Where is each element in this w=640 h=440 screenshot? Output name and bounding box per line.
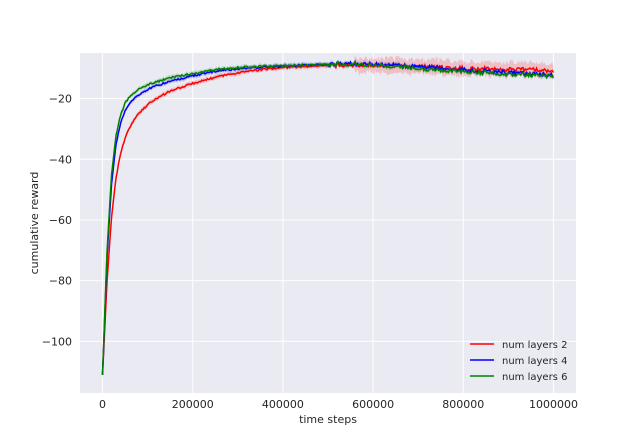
legend-label-3: num layers 6: [502, 372, 567, 383]
x-tick-label: 200000: [172, 398, 214, 411]
y-tick-label: −80: [49, 275, 72, 288]
series-lines: [101, 59, 555, 375]
y-tick-label: −40: [49, 153, 72, 166]
x-tick-label: 600000: [352, 398, 394, 411]
x-tick-label: 0: [99, 398, 106, 411]
grid-lines: [80, 53, 576, 393]
plot-area: [80, 53, 576, 393]
legend: num layers 2 num layers 4 num layers 6: [470, 340, 567, 383]
legend-label-1: num layers 2: [502, 340, 567, 351]
y-tick-label: −20: [49, 93, 72, 106]
series-line-3: [101, 61, 555, 375]
x-axis-ticks: 0 200000 400000 600000 800000 1000000: [99, 398, 578, 411]
series-band-2: [102, 59, 554, 378]
confidence-bands: [102, 54, 554, 378]
x-tick-label: 400000: [262, 398, 304, 411]
y-tick-label: −100: [42, 335, 72, 348]
x-tick-label: 1000000: [529, 398, 578, 411]
x-tick-label: 800000: [442, 398, 484, 411]
y-axis-ticks: −100 −80 −60 −40 −20: [42, 93, 72, 349]
legend-label-2: num layers 4: [502, 356, 567, 367]
x-axis-label: time steps: [299, 413, 357, 426]
y-axis-label: cumulative reward: [28, 172, 41, 275]
y-tick-label: −60: [49, 214, 72, 227]
